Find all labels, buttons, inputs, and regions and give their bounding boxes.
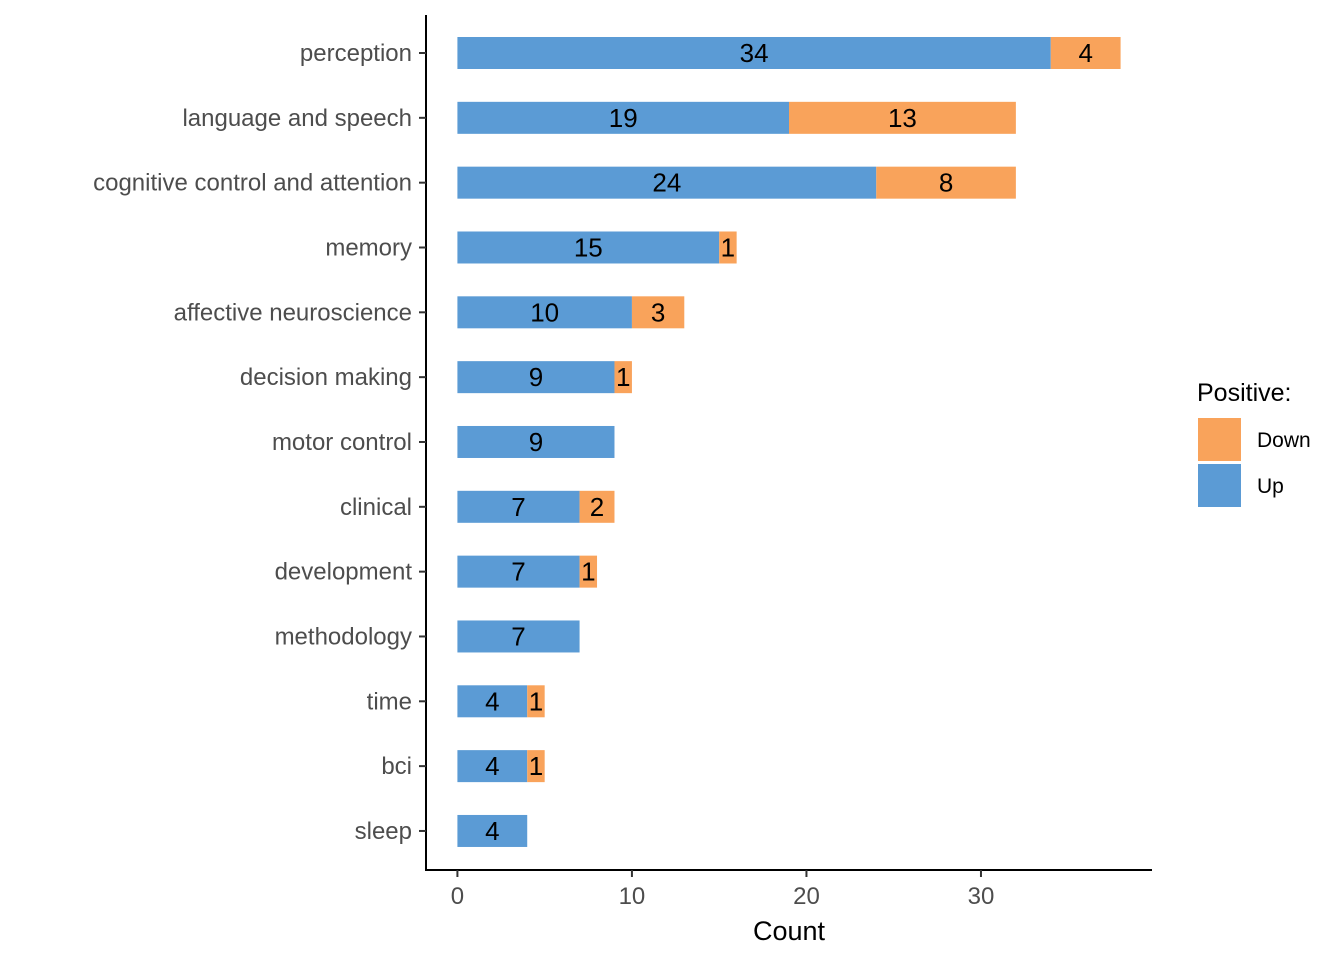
bar-segment-up (457, 296, 632, 329)
y-tick-label: decision making (240, 364, 412, 391)
bar-segment-up (457, 814, 528, 847)
bar-value-label: 1 (529, 686, 543, 716)
bar-segment-up (457, 620, 580, 653)
bar-value-label: 1 (581, 557, 595, 587)
bar-value-label: 7 (511, 557, 525, 587)
bar-segment-down (1050, 37, 1121, 69)
bar-segment-up (457, 231, 720, 264)
bar-value-label: 9 (529, 427, 543, 457)
legend-label-down: Down (1257, 429, 1311, 452)
bar-value-label: 1 (529, 751, 543, 781)
y-tick-label: motor control (272, 429, 412, 456)
bar-value-label: 4 (1078, 38, 1092, 68)
bar-segment-up (457, 490, 580, 523)
y-axis: perception language and speech cognitive c… (93, 15, 427, 871)
bar-segment-down (614, 361, 632, 394)
y-tick-label: bci (381, 753, 412, 780)
y-tick-label: memory (325, 234, 412, 261)
x-tick-label: 10 (619, 883, 646, 910)
y-tick-label: time (367, 688, 412, 715)
bar-value-label: 1 (721, 232, 735, 262)
bar-value-label: 3 (651, 297, 665, 327)
bar-value-label: 4 (485, 686, 499, 716)
x-axis-title: Count (753, 916, 826, 946)
legend-label-up: Up (1257, 475, 1284, 498)
y-tick-label: sleep (355, 818, 412, 845)
y-tick-label: perception (300, 40, 412, 67)
y-tick-label: affective neuroscience (174, 299, 412, 326)
bar-value-label: 19 (609, 103, 638, 133)
y-tick-label: clinical (340, 494, 412, 521)
y-tick-label: language and speech (182, 105, 412, 132)
bar-segment-down (876, 166, 1016, 199)
bar-segment-down (789, 101, 1016, 134)
bar-segment-up (457, 361, 615, 394)
bar-segment-up (457, 166, 877, 199)
x-tick-label: 30 (968, 883, 995, 910)
x-tick-label: 20 (793, 883, 820, 910)
y-tick-label: methodology (275, 623, 412, 650)
bar-value-label: 2 (590, 492, 604, 522)
bar-segment-down (579, 490, 615, 523)
bar-segment-down (719, 231, 737, 264)
x-tick-label: 0 (451, 883, 464, 910)
bar-value-label: 15 (574, 232, 603, 262)
bar-segment-down (527, 685, 545, 718)
bar-value-label: 7 (511, 492, 525, 522)
bar-value-label: 24 (652, 168, 681, 198)
y-tick-label: cognitive control and attention (93, 170, 412, 197)
bar-segment-up (457, 750, 528, 783)
bar-value-label: 34 (740, 38, 769, 68)
bar-segment-up (457, 37, 1051, 69)
bar-segment-down (527, 750, 545, 783)
bar-value-label: 4 (485, 816, 499, 846)
bar-value-label: 8 (939, 168, 953, 198)
bar-value-label: 9 (529, 362, 543, 392)
bar-segment-up (457, 425, 615, 458)
bar-segment-up (457, 555, 580, 588)
bar-value-label: 7 (511, 621, 525, 651)
y-tick-label: development (275, 559, 413, 586)
legend-title: Positive: (1197, 379, 1291, 407)
bar-segment-down (631, 296, 685, 329)
legend: Positive: Down Up (1197, 379, 1311, 507)
bar-value-label: 10 (530, 297, 559, 327)
legend-key-up (1198, 464, 1241, 507)
x-axis: 0 10 20 30 (425, 869, 1152, 910)
bar-value-label: 1 (616, 362, 630, 392)
bar-segment-down (579, 555, 598, 588)
bar-segment-up (457, 101, 789, 134)
bar-value-label: 4 (485, 751, 499, 781)
legend-key-down (1198, 418, 1241, 461)
bar-value-label: 13 (888, 103, 917, 133)
bar-segment-up (457, 685, 528, 718)
